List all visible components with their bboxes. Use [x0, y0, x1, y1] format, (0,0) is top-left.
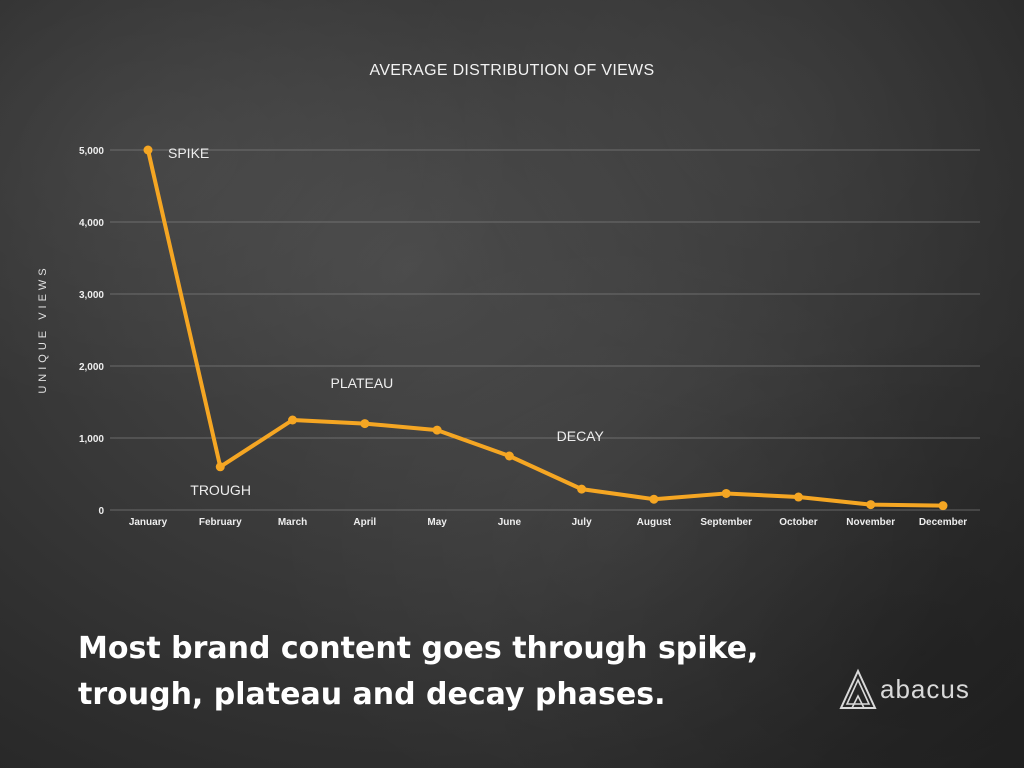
abacus-logo-icon — [839, 668, 877, 709]
gridlines — [110, 149, 980, 511]
x-tick-label: January — [129, 517, 168, 528]
data-point — [360, 419, 370, 429]
annotation-label: TROUGH — [190, 482, 251, 498]
data-point — [504, 451, 514, 461]
data-point — [288, 415, 298, 425]
x-tick-label: April — [353, 517, 376, 528]
x-tick-label: June — [498, 517, 522, 528]
y-tick-label: 0 — [98, 506, 104, 517]
y-tick-label: 4,000 — [79, 218, 104, 229]
axis-ticks: 0 1,000 2,000 3,000 4,000 5,000 January Februar… — [79, 146, 967, 528]
x-tick-label: March — [278, 517, 307, 528]
x-tick-label: February — [199, 517, 242, 528]
annotation-label: DECAY — [557, 428, 605, 444]
y-tick-label: 2,000 — [79, 362, 104, 373]
annotation-label: SPIKE — [168, 145, 209, 161]
brand-logo: abacus — [838, 668, 988, 716]
data-point — [938, 501, 948, 511]
chart-title: AVERAGE DISTRIBUTION OF VIEWS — [369, 62, 655, 79]
data-points — [143, 145, 948, 511]
data-point — [793, 492, 803, 502]
data-point — [215, 462, 225, 472]
brand-name: abacus — [880, 674, 970, 704]
series-line-layer — [146, 148, 945, 508]
caption-text: Most brand content goes through spike, t… — [78, 631, 759, 712]
x-tick-label: September — [700, 517, 752, 528]
annotations: SPIKE TROUGH PLATEAU DECAY — [168, 145, 604, 498]
data-point — [577, 484, 587, 494]
x-tick-label: July — [572, 517, 592, 528]
data-point — [432, 425, 442, 435]
y-tick-label: 3,000 — [79, 290, 104, 301]
data-point — [143, 145, 153, 155]
data-point — [649, 494, 659, 504]
x-tick-label: August — [637, 517, 672, 528]
x-tick-label: December — [919, 517, 967, 528]
x-tick-label: November — [846, 517, 895, 528]
y-tick-label: 1,000 — [79, 434, 104, 445]
y-tick-label: 5,000 — [79, 146, 104, 157]
data-point — [721, 488, 731, 498]
annotation-label: PLATEAU — [331, 375, 394, 391]
data-point — [866, 500, 876, 510]
x-tick-label: October — [779, 517, 817, 528]
series-line — [146, 148, 945, 508]
x-tick-label: May — [427, 517, 447, 528]
